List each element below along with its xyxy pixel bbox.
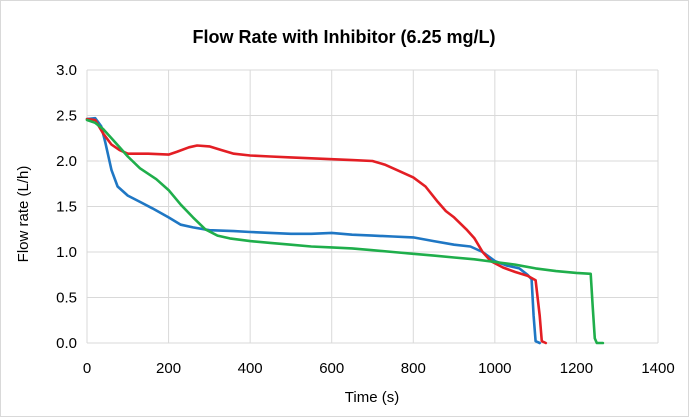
y-tick-label: 3.0	[56, 62, 77, 79]
y-tick-label: 2.5	[56, 108, 77, 125]
x-axis-label: Time (s)	[345, 389, 399, 406]
y-axis-ticks: 0.0 0.5 1.0 1.5 2.0 2.5 3.0	[56, 62, 77, 352]
y-tick-label: 0.5	[56, 290, 77, 307]
y-tick-label: 1.0	[56, 244, 77, 261]
y-tick-label: 2.0	[56, 153, 77, 170]
y-tick-label: 1.5	[56, 199, 77, 216]
x-tick-label: 1200	[560, 360, 593, 377]
series-line-2	[85, 117, 548, 345]
x-tick-label: 1400	[641, 360, 674, 377]
x-tick-label: 600	[319, 360, 344, 377]
series-line-3	[85, 118, 605, 345]
x-tick-label: 200	[156, 360, 181, 377]
y-tick-label: 0.0	[56, 335, 77, 352]
x-tick-label: 0	[83, 360, 91, 377]
x-tick-label: 1000	[478, 360, 511, 377]
series-lines	[85, 116, 605, 345]
gridlines	[86, 69, 659, 344]
chart-title: Flow Rate with Inhibitor (6.25 mg/L)	[192, 27, 495, 47]
y-axis-label: Flow rate (L/h)	[15, 166, 32, 263]
x-tick-label: 400	[238, 360, 263, 377]
series-line-1	[85, 116, 541, 345]
x-tick-label: 800	[401, 360, 426, 377]
x-axis-ticks: 0 200 400 600 800 1000 1200 1400	[83, 360, 675, 377]
